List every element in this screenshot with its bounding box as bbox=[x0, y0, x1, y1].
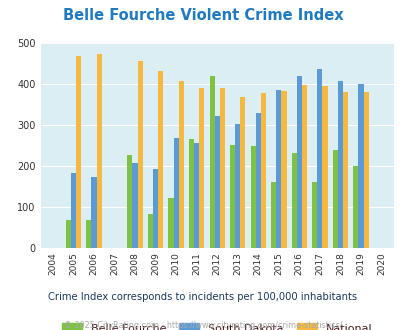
Bar bbox=[188, 139, 194, 248]
Bar bbox=[250, 147, 255, 248]
Bar bbox=[214, 116, 219, 248]
Bar bbox=[240, 97, 245, 248]
Bar bbox=[168, 198, 173, 248]
Bar bbox=[230, 145, 234, 248]
Bar bbox=[209, 77, 214, 248]
Bar bbox=[352, 166, 358, 248]
Bar bbox=[322, 86, 327, 248]
Bar bbox=[86, 220, 91, 248]
Bar bbox=[342, 92, 347, 248]
Bar bbox=[153, 169, 158, 248]
Bar bbox=[362, 92, 368, 248]
Bar bbox=[332, 150, 337, 248]
Bar bbox=[76, 55, 81, 247]
Bar bbox=[311, 182, 317, 248]
Bar bbox=[301, 85, 306, 248]
Bar bbox=[296, 77, 301, 248]
Text: © 2025 CityRating.com - https://www.cityrating.com/crime-statistics/: © 2025 CityRating.com - https://www.city… bbox=[64, 321, 341, 330]
Text: Belle Fourche Violent Crime Index: Belle Fourche Violent Crime Index bbox=[62, 8, 343, 23]
Bar bbox=[358, 84, 362, 248]
Bar bbox=[317, 70, 322, 248]
Legend: Belle Fourche, South Dakota, National: Belle Fourche, South Dakota, National bbox=[57, 318, 376, 330]
Bar bbox=[158, 71, 163, 248]
Bar bbox=[255, 113, 260, 248]
Text: Crime Index corresponds to incidents per 100,000 inhabitants: Crime Index corresponds to incidents per… bbox=[48, 292, 357, 302]
Bar bbox=[91, 177, 96, 248]
Bar bbox=[291, 152, 296, 248]
Bar bbox=[194, 143, 199, 248]
Bar bbox=[147, 214, 153, 248]
Bar bbox=[260, 93, 265, 248]
Bar bbox=[137, 61, 143, 248]
Bar bbox=[337, 82, 342, 248]
Bar bbox=[219, 88, 224, 248]
Bar bbox=[96, 54, 101, 247]
Bar bbox=[173, 138, 178, 248]
Bar bbox=[234, 124, 240, 248]
Bar bbox=[178, 82, 183, 248]
Bar bbox=[281, 91, 286, 248]
Bar bbox=[132, 163, 137, 248]
Bar bbox=[66, 220, 71, 248]
Bar bbox=[71, 173, 76, 248]
Bar bbox=[275, 90, 281, 248]
Bar bbox=[127, 155, 132, 248]
Bar bbox=[271, 182, 275, 248]
Bar bbox=[199, 88, 204, 248]
